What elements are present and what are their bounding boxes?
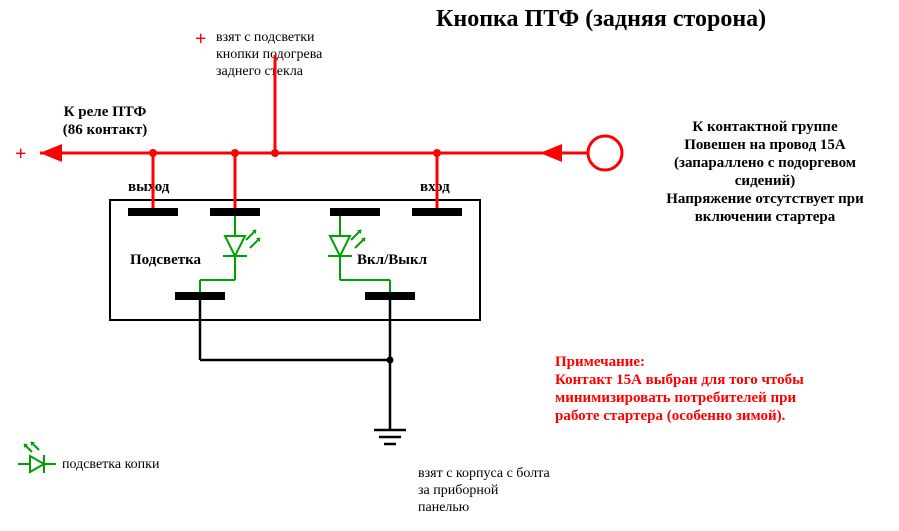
arrow-in [540,144,562,162]
switch-box [110,200,480,320]
plus-top: + [195,28,206,50]
plus-left: + [15,143,26,165]
black-wiring [200,300,406,444]
top-terminals [128,208,462,216]
legend-led-icon [18,442,56,473]
wiring-diagram: + + [0,0,899,531]
red-wiring [40,55,588,208]
led-onoff [328,216,390,292]
arrow-left [40,144,62,162]
fuse-circle [588,136,622,170]
bottom-terminals [175,292,415,300]
led-backlight [200,216,260,292]
